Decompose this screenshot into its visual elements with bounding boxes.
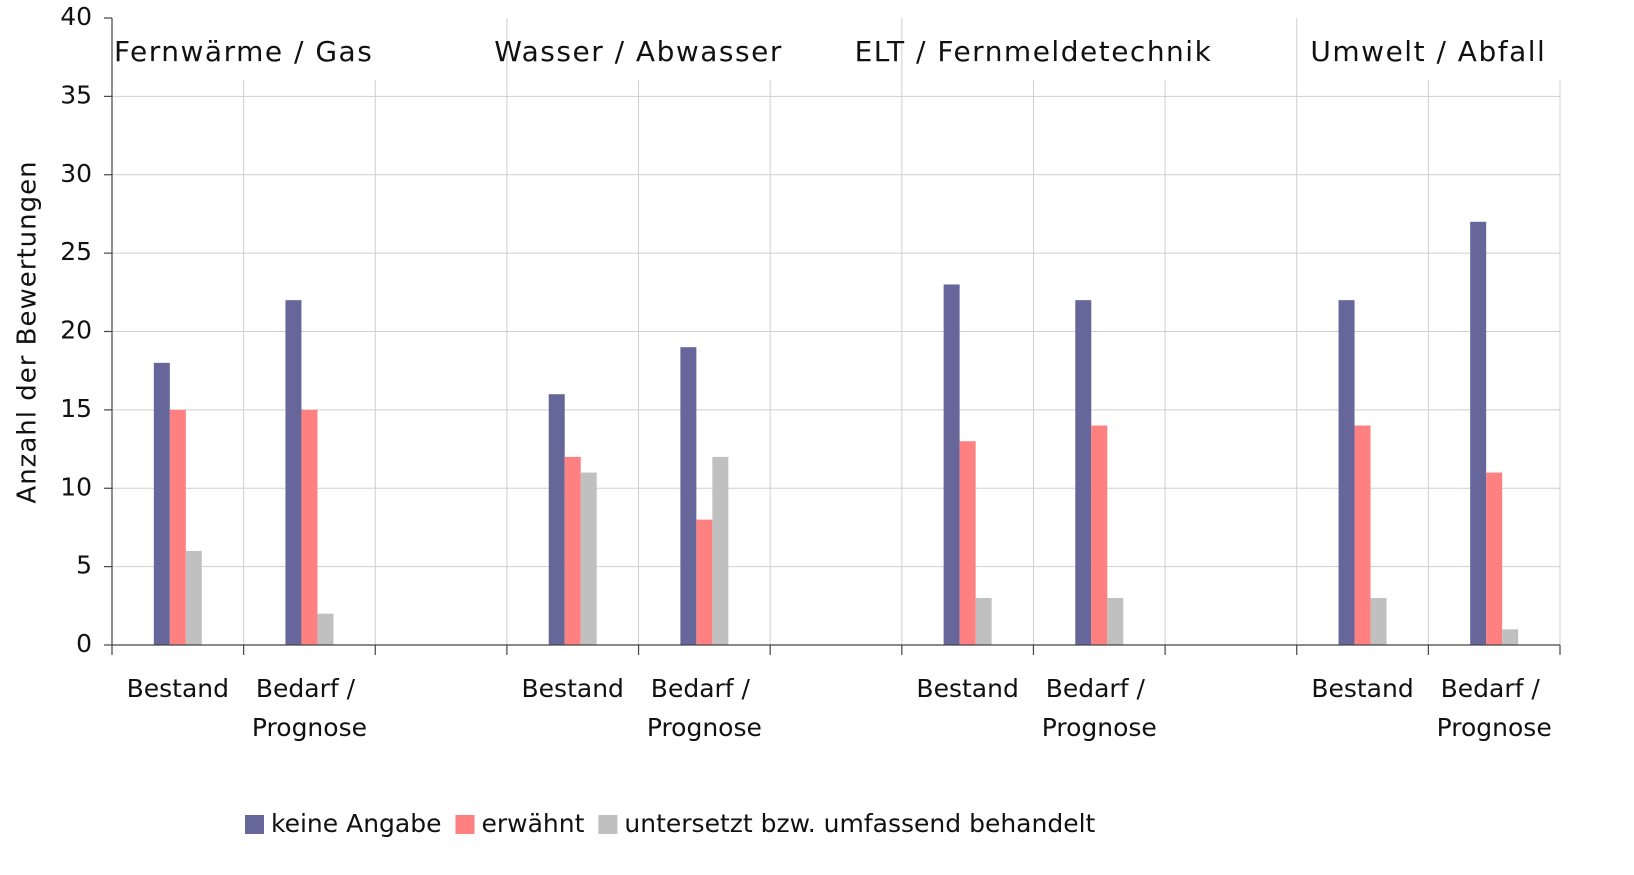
bar <box>185 550 202 645</box>
group-title: ELT / Fernmeldetechnik <box>855 35 1213 68</box>
bar <box>1075 300 1092 645</box>
y-tick-label: 35 <box>60 80 92 109</box>
legend-swatch <box>245 815 264 834</box>
bar <box>696 519 713 645</box>
y-tick-label: 30 <box>60 159 92 188</box>
group-title: Fernwärme / Gas <box>114 35 373 68</box>
y-axis-label: Anzahl der Bewertungen <box>13 160 43 503</box>
x-tick-label: Bedarf / Prognose <box>1042 674 1157 742</box>
legend-label: keine Angabe <box>271 809 441 838</box>
x-tick-label: Bestand <box>127 674 229 703</box>
group-title: Wasser / Abwasser <box>494 35 783 68</box>
y-tick-label: 20 <box>60 316 92 345</box>
bar <box>975 597 992 645</box>
x-tick-label: Bedarf / Prognose <box>252 674 367 742</box>
x-tick-label: Bedarf / Prognose <box>1437 674 1552 742</box>
bar <box>959 441 976 645</box>
y-tick-label: 40 <box>60 2 92 31</box>
legend-swatch <box>598 815 618 834</box>
x-tick-label: Bestand <box>522 674 624 703</box>
bar <box>317 613 334 645</box>
x-tick-label: Bestand <box>916 674 1018 703</box>
bar <box>301 409 318 645</box>
legend-swatch <box>455 815 475 834</box>
bar <box>1107 597 1124 645</box>
bar <box>564 456 581 645</box>
bar <box>1338 300 1355 645</box>
bar <box>548 394 565 645</box>
y-tick-label: 15 <box>60 394 92 423</box>
bar <box>153 362 170 645</box>
bar <box>285 300 302 645</box>
x-tick-label: Bedarf / Prognose <box>647 674 762 742</box>
bar <box>169 409 186 645</box>
bar <box>680 347 697 645</box>
x-tick-label: Bestand <box>1311 674 1413 703</box>
y-tick-label: 5 <box>76 551 92 580</box>
bar <box>1354 425 1371 645</box>
bar <box>1370 597 1387 645</box>
y-tick-label: 10 <box>60 472 92 501</box>
group-title: Umwelt / Abfall <box>1310 35 1546 68</box>
bar <box>1502 629 1519 645</box>
y-tick-label: 25 <box>60 237 92 266</box>
bar <box>712 456 729 645</box>
bar <box>1470 221 1487 645</box>
legend-label: erwähnt <box>481 809 584 838</box>
bar <box>1091 425 1108 645</box>
bar <box>943 284 960 645</box>
bar <box>1486 472 1503 645</box>
y-tick-label: 0 <box>76 629 92 658</box>
legend-label: untersetzt bzw. umfassend behandelt <box>624 809 1095 838</box>
bar <box>580 472 597 645</box>
